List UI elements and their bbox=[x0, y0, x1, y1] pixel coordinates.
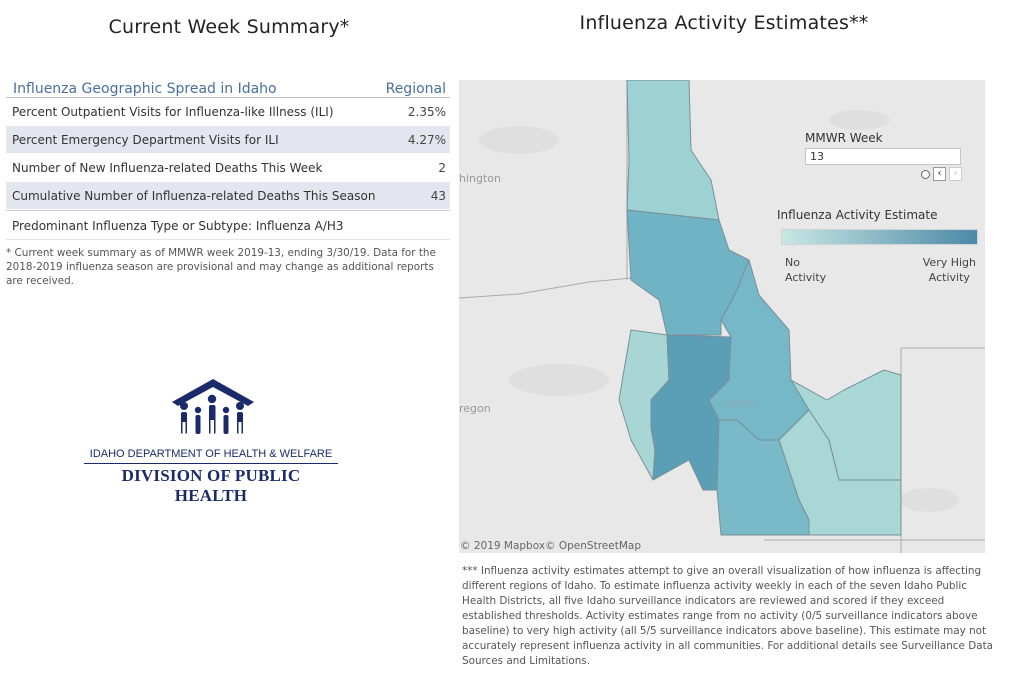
table-row: Number of New Influenza-related Deaths T… bbox=[6, 154, 450, 182]
table-row: Cumulative Number of Influenza-related D… bbox=[6, 182, 450, 210]
row-label: Number of New Influenza-related Deaths T… bbox=[12, 160, 323, 175]
legend-low-line1: No bbox=[785, 256, 800, 269]
table-header: Influenza Geographic Spread in Idaho Reg… bbox=[6, 78, 450, 98]
map-title: Influenza Activity Estimates** bbox=[579, 12, 869, 34]
activity-legend: Influenza Activity Estimate No Activity … bbox=[777, 208, 982, 285]
family-logo-icon bbox=[172, 379, 254, 434]
row-label: Cumulative Number of Influenza-related D… bbox=[12, 188, 376, 203]
legend-gradient-bar bbox=[781, 229, 978, 245]
table-header-regional: Regional bbox=[385, 81, 446, 97]
table-header-title: Influenza Geographic Spread in Idaho bbox=[13, 81, 277, 97]
summary-footnote: * Current week summary as of MMWR week 2… bbox=[6, 247, 436, 287]
legend-high-line2: Activity bbox=[928, 271, 970, 284]
logo-division: DIVISION OF PUBLIC HEALTH bbox=[121, 466, 301, 505]
mmwr-week-input[interactable]: 13 bbox=[805, 148, 961, 165]
legend-high-line1: Very High bbox=[922, 256, 976, 269]
mmwr-week-label: MMWR Week bbox=[805, 131, 883, 145]
week-prev-button[interactable]: ‹ bbox=[933, 167, 946, 181]
logo-divider bbox=[84, 463, 338, 464]
mmwr-week-filter: MMWR Week 13 ‹ › bbox=[805, 131, 962, 181]
row-label: Percent Emergency Department Visits for … bbox=[12, 132, 279, 147]
row-value: 2 bbox=[438, 160, 446, 175]
legend-low: No Activity bbox=[785, 255, 826, 285]
idhw-logo: IDAHO DEPARTMENT OF HEALTH & WELFARE DIV… bbox=[84, 376, 344, 506]
summary-title: Current Week Summary* bbox=[108, 16, 350, 38]
map-attribution[interactable]: © 2019 Mapbox© OpenStreetMap bbox=[460, 540, 641, 552]
logo-department: IDAHO DEPARTMENT OF HEALTH & WELFARE bbox=[89, 448, 333, 460]
map-footnote: *** Influenza activity estimates attempt… bbox=[462, 565, 994, 667]
map-terrain bbox=[479, 110, 959, 512]
health-districts bbox=[618, 80, 902, 536]
row-value: 2.35% bbox=[407, 104, 446, 119]
week-controls: ‹ › bbox=[921, 167, 962, 181]
district-6-east bbox=[790, 369, 902, 481]
legend-title: Influenza Activity Estimate bbox=[777, 208, 938, 222]
table-row: Percent Emergency Department Visits for … bbox=[6, 126, 450, 154]
legend-low-line2: Activity bbox=[785, 271, 827, 284]
map-label-idaho: Idaho bbox=[725, 396, 756, 409]
row-label: Percent Outpatient Visits for Influenza-… bbox=[12, 104, 334, 119]
table-row: Percent Outpatient Visits for Influenza-… bbox=[6, 98, 450, 126]
row-value: 4.27% bbox=[407, 132, 446, 147]
predominant-subtype: Predominant Influenza Type or Subtype: I… bbox=[6, 210, 450, 240]
map-label-oregon: regon bbox=[459, 402, 491, 415]
week-next-button[interactable]: › bbox=[949, 167, 962, 181]
summary-table: Influenza Geographic Spread in Idaho Reg… bbox=[6, 78, 450, 240]
district-7 bbox=[716, 419, 810, 536]
legend-high: Very High Activity bbox=[923, 255, 976, 285]
row-value: 43 bbox=[430, 188, 446, 203]
district-1 bbox=[626, 80, 720, 221]
map-label-washington: hington bbox=[459, 172, 501, 185]
week-play-icon[interactable] bbox=[921, 169, 930, 179]
legend-ends: No Activity Very High Activity bbox=[777, 255, 982, 285]
